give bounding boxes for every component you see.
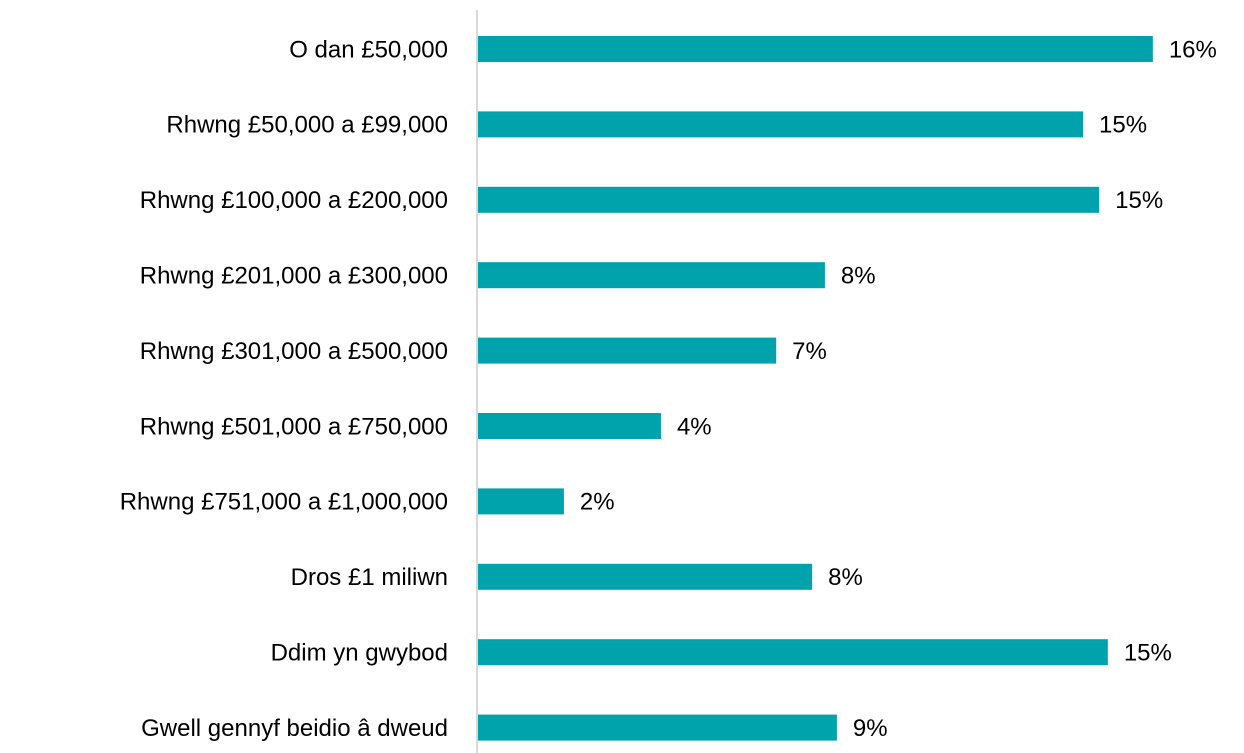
bar: [478, 563, 813, 590]
category-label: Rhwng £100,000 a £200,000: [140, 187, 448, 214]
value-label: 15%: [1124, 640, 1172, 667]
value-label: 2%: [580, 489, 615, 516]
category-label: Gwell gennyf beidio â dweud: [141, 715, 448, 742]
category-label: Dros £1 miliwn: [291, 564, 448, 591]
value-label: 15%: [1115, 187, 1163, 214]
value-label: 4%: [677, 413, 712, 440]
bar: [478, 36, 1153, 62]
category-label: Rhwng £751,000 a £1,000,000: [120, 489, 448, 516]
value-label: 8%: [828, 564, 863, 591]
bar: [478, 488, 564, 515]
bar: [478, 262, 825, 289]
category-label: Rhwng £301,000 a £500,000: [140, 338, 448, 365]
value-label: 16%: [1169, 36, 1217, 63]
category-label: Rhwng £201,000 a £300,000: [140, 263, 448, 290]
value-label: 15%: [1099, 112, 1147, 139]
value-label: 9%: [853, 715, 888, 742]
category-label: Ddim yn gwybod: [271, 640, 448, 667]
bar: [478, 186, 1100, 213]
bar: [478, 413, 661, 439]
bar: [478, 714, 837, 741]
bar: [478, 337, 777, 364]
value-label: 7%: [792, 338, 827, 365]
bar: [478, 639, 1108, 666]
category-label: O dan £50,000: [289, 36, 448, 63]
bar: [478, 111, 1084, 138]
category-label: Rhwng £50,000 a £99,000: [166, 112, 448, 139]
category-label: Rhwng £501,000 a £750,000: [140, 413, 448, 440]
value-label: 8%: [841, 263, 876, 290]
